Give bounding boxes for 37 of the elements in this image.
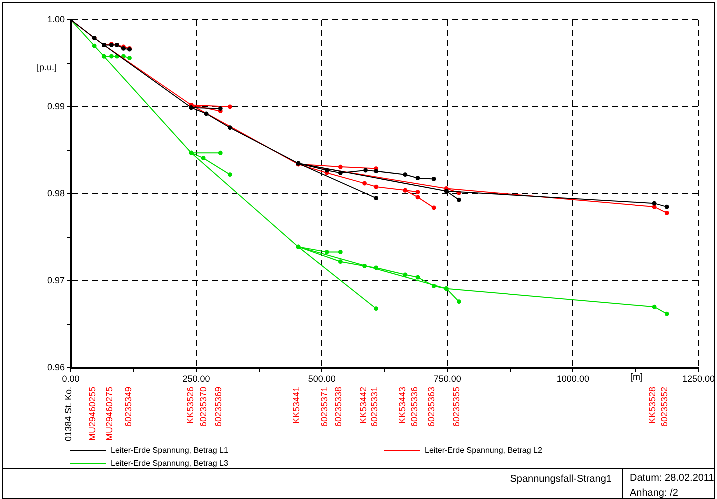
- legend-label: Leiter-Erde Spannung, Betrag L1: [111, 446, 228, 455]
- text: 60235338: [333, 387, 344, 428]
- x-tick-label: 750.00: [434, 374, 462, 384]
- y-tick-label: 1.00: [47, 14, 65, 24]
- y-tick-label: 0.96: [47, 362, 65, 372]
- x-tick-label: 1000.00: [556, 374, 590, 384]
- text: Datum: 28.02.2011: [630, 473, 714, 484]
- text: 60235331: [369, 387, 380, 428]
- text: KK53528: [647, 387, 658, 424]
- text: KK53443: [397, 387, 408, 424]
- text: Spannungsfall-Strang1: [510, 474, 612, 485]
- legend-label: Leiter-Erde Spannung, Betrag L2: [425, 446, 542, 455]
- y-tick-label: 0.98: [47, 188, 65, 198]
- x-tick-label: 1250.00: [682, 374, 716, 384]
- text: MU29460255: [87, 387, 98, 442]
- text: KK53442: [358, 387, 368, 424]
- x-tick-label: 250.00: [182, 374, 210, 384]
- text: 60235355: [451, 387, 462, 428]
- text: KK53441: [291, 387, 302, 424]
- text: 60235349: [123, 387, 134, 428]
- text: KK53526: [185, 387, 196, 424]
- text: 60235370: [198, 387, 208, 428]
- x-tick-label: 500.00: [308, 374, 336, 384]
- x-tick-label: 0.00: [62, 374, 80, 384]
- y-tick-label: 0.99: [47, 101, 65, 112]
- text: 60235363: [426, 387, 436, 428]
- text: Anhang: /2: [630, 488, 678, 499]
- legend-label: Leiter-Erde Spannung, Betrag L3: [111, 459, 228, 468]
- text: 01384 St. Ko.: [63, 387, 74, 442]
- x-axis-title: [m]: [630, 372, 643, 382]
- text: 60235336: [409, 387, 420, 428]
- text: 60235369: [213, 387, 224, 428]
- y-axis-title: [p.u.]: [36, 62, 58, 72]
- text: 60235371: [319, 387, 330, 428]
- text: 60235352: [659, 387, 670, 428]
- text: MU29460275: [104, 387, 114, 442]
- y-tick-label: 0.97: [47, 275, 65, 286]
